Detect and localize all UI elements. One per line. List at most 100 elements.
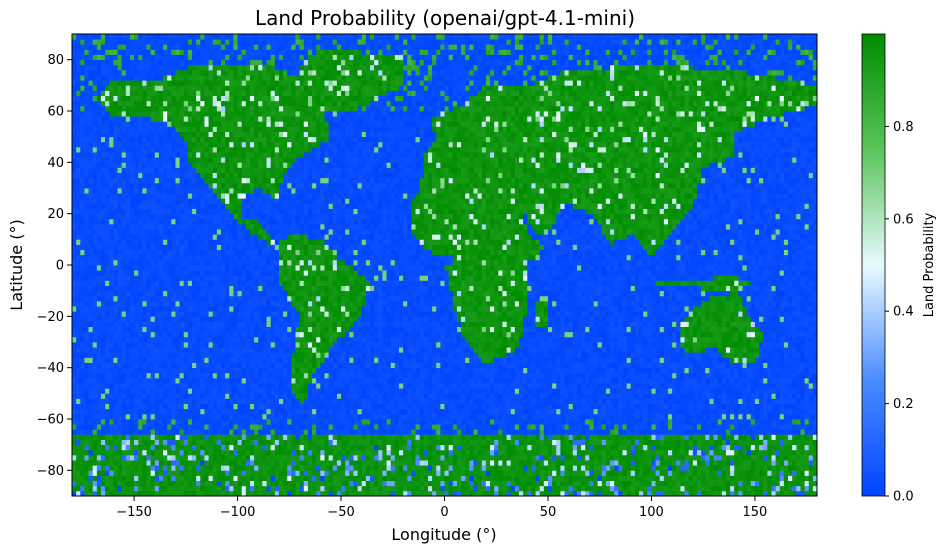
heatmap-cell (415, 424, 421, 430)
heatmap-cell (76, 429, 81, 435)
heatmap-cell (564, 424, 570, 430)
heatmap-cell (485, 377, 491, 384)
heatmap-cell (730, 444, 735, 451)
heatmap-cell (233, 490, 238, 497)
heatmap-cell (312, 485, 317, 492)
heatmap-cell (258, 424, 263, 430)
heatmap-cell (187, 398, 193, 404)
heatmap-cell (775, 383, 781, 389)
heatmap-cell (622, 429, 628, 435)
heatmap-cell (125, 490, 131, 497)
heatmap-cell (568, 413, 574, 420)
heatmap-cell (291, 419, 296, 425)
heatmap-cell (738, 485, 743, 492)
heatmap-cell (303, 419, 309, 425)
heatmap-cell (676, 372, 681, 379)
heatmap-cell (779, 449, 785, 456)
heatmap-cell (668, 485, 673, 492)
heatmap-cell (307, 470, 313, 476)
heatmap-cell (804, 465, 810, 471)
heatmap-cell (763, 449, 768, 456)
heatmap-cell (390, 490, 396, 497)
heatmap-cell (386, 424, 392, 430)
heatmap-cell (208, 439, 214, 446)
heatmap-cell (680, 419, 685, 425)
heatmap-cell (233, 485, 238, 492)
heatmap-cell (543, 424, 549, 430)
heatmap-cell (287, 485, 292, 492)
heatmap-cell (353, 383, 358, 389)
heatmap-cell (270, 388, 276, 394)
heatmap-cell (390, 424, 396, 430)
heatmap-cell (386, 408, 392, 415)
heatmap-cell (361, 398, 367, 404)
heatmap-cell (245, 470, 251, 476)
heatmap-cell (187, 372, 193, 379)
heatmap-cell (634, 393, 640, 399)
heatmap-cell (158, 362, 164, 369)
heatmap-cell (754, 439, 760, 446)
heatmap-cell (734, 362, 739, 369)
heatmap-cell (581, 485, 586, 492)
heatmap-cell (266, 444, 272, 451)
heatmap-cell (444, 357, 450, 363)
heatmap-cell (696, 408, 702, 415)
heatmap-cell (498, 434, 503, 440)
heatmap-cell (237, 485, 243, 492)
heatmap-cell (721, 413, 727, 420)
heatmap-cell (386, 429, 392, 435)
heatmap-cell (378, 413, 383, 420)
heatmap-cell (568, 490, 574, 497)
heatmap-cell (200, 460, 205, 466)
heatmap-cell (237, 480, 243, 487)
heatmap-cell (283, 444, 288, 451)
heatmap-cell (713, 357, 719, 363)
heatmap-cell (249, 485, 255, 492)
heatmap-cell (742, 372, 748, 379)
heatmap-cell (651, 403, 656, 410)
heatmap-cell (394, 470, 400, 476)
heatmap-cell (274, 424, 280, 430)
heatmap-cell (283, 465, 288, 471)
heatmap-cell (779, 408, 785, 415)
heatmap-cell (543, 485, 549, 492)
heatmap-cell (415, 460, 421, 466)
heatmap-cell (299, 490, 305, 497)
heatmap-cell (150, 485, 156, 492)
heatmap-cell (171, 408, 176, 415)
heatmap-cell (568, 475, 574, 481)
heatmap-cell (643, 475, 648, 481)
heatmap-cell (403, 490, 408, 497)
heatmap-cell (125, 362, 131, 369)
heatmap-cell (742, 393, 748, 399)
heatmap-cell (390, 403, 396, 410)
heatmap-cell (158, 490, 164, 497)
heatmap-cell (788, 460, 793, 466)
heatmap-cell (535, 393, 541, 399)
heatmap-cell (639, 454, 644, 461)
heatmap-cell (167, 444, 172, 451)
heatmap-cell (295, 429, 301, 435)
heatmap-cell (605, 424, 611, 430)
heatmap-cell (701, 413, 706, 420)
heatmap-cell (581, 465, 586, 471)
heatmap-cell (341, 490, 346, 497)
heatmap-cell (307, 449, 313, 456)
heatmap-cell (684, 454, 690, 461)
heatmap-cell (519, 419, 524, 425)
heatmap-cell (788, 367, 793, 374)
heatmap-cell (432, 377, 437, 384)
heatmap-cell (274, 377, 280, 384)
heatmap-cell (254, 454, 259, 461)
heatmap-cell (423, 352, 429, 358)
heatmap-cell (452, 352, 458, 358)
heatmap-cell (494, 372, 499, 379)
heatmap-cell (158, 372, 164, 379)
heatmap-cell (539, 485, 545, 492)
heatmap-cell (767, 413, 772, 420)
heatmap-cell (639, 460, 644, 466)
heatmap-cell (738, 403, 743, 410)
heatmap-cell (427, 434, 433, 440)
heatmap-cell (477, 424, 483, 430)
heatmap-cell (717, 403, 723, 410)
